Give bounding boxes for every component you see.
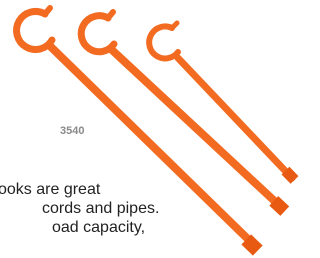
hook	[81, 12, 289, 216]
description-line: ooks are great	[0, 181, 101, 198]
description-line: oad capacity,	[52, 219, 145, 236]
product-label: 3540	[60, 125, 84, 137]
description-line: cords and pipes.	[42, 200, 159, 217]
page: {"product_label": "3540", "description":…	[0, 0, 300, 258]
product-image: ooks are great cords and pipes. oad capa…	[0, 0, 300, 258]
